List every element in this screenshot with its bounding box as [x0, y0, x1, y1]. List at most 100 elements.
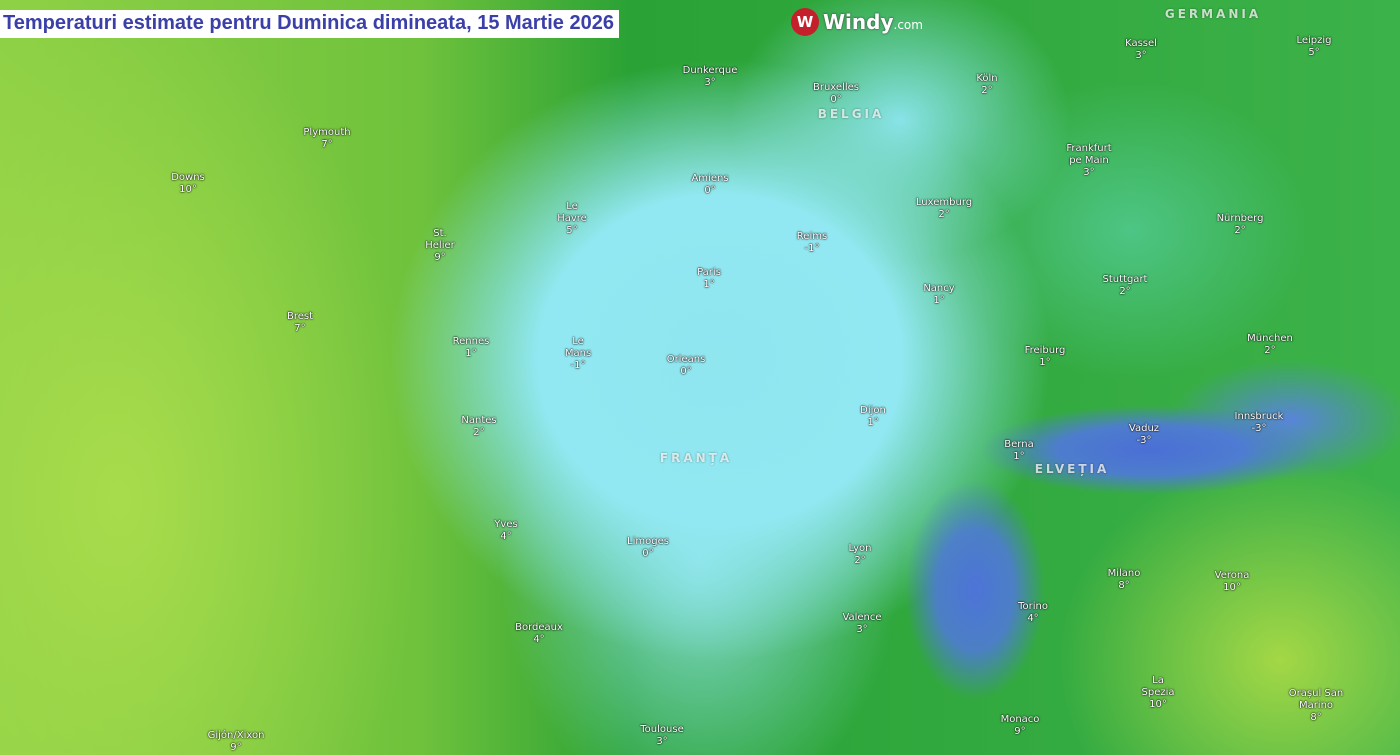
logo-suffix: .com [893, 18, 923, 32]
city-label[interactable]: Bordeaux 4° [515, 622, 563, 646]
city-temperature: 7° [321, 139, 333, 150]
city-name: Brest [286, 311, 314, 322]
city-label[interactable]: Berna 1° [1004, 439, 1033, 463]
city-label[interactable]: Kassel 3° [1125, 38, 1157, 62]
city-temperature: 2° [981, 85, 993, 96]
city-temperature: 4° [533, 634, 545, 645]
city-name: Bordeaux [515, 622, 563, 633]
city-name: Rennes [452, 336, 490, 347]
city-label[interactable]: Plymouth 7° [303, 127, 350, 151]
city-name: Köln [976, 73, 998, 84]
city-temperature: 0° [642, 548, 654, 559]
city-label[interactable]: Leipzig 5° [1296, 35, 1331, 59]
city-label[interactable]: Freiburg 1° [1025, 345, 1066, 369]
city-temperature: 8° [1310, 712, 1322, 723]
windy-logo-icon: W [791, 8, 819, 36]
city-name: Torino [1018, 601, 1048, 612]
city-label[interactable]: St. Helier 9° [425, 228, 455, 264]
city-label[interactable]: Torino 4° [1018, 601, 1048, 625]
country-label: BELGIA [817, 107, 885, 121]
city-label[interactable]: Nancy 1° [923, 283, 954, 307]
city-temperature: 1° [1013, 451, 1025, 462]
city-name: Frankfurt pe Main [1066, 143, 1112, 166]
city-temperature: 9° [1014, 726, 1026, 737]
city-temperature: 2° [1234, 225, 1246, 236]
city-label[interactable]: Lyon 2° [848, 543, 871, 567]
city-temperature: 2° [1119, 286, 1131, 297]
city-label[interactable]: Orașul San Marino 8° [1289, 688, 1343, 724]
city-temperature: 3° [656, 736, 668, 747]
city-name: Innsbruck [1234, 411, 1284, 422]
logo-text: Windy [823, 10, 894, 34]
city-label[interactable]: Nürnberg 2° [1217, 213, 1264, 237]
city-temperature: 8° [1118, 580, 1130, 591]
city-label[interactable]: München 2° [1247, 333, 1293, 357]
city-label[interactable]: Paris 1° [697, 267, 721, 291]
city-name: Freiburg [1024, 345, 1066, 356]
city-name: Verona [1214, 570, 1250, 581]
city-name: Luxemburg [915, 197, 973, 208]
city-temperature: 0° [830, 94, 842, 105]
city-temperature: 1° [867, 417, 879, 428]
city-label[interactable]: Toulouse 3° [640, 724, 683, 748]
city-label[interactable]: La Spezia 10° [1141, 675, 1174, 711]
city-temperature: 2° [938, 209, 950, 220]
city-label[interactable]: Vaduz -3° [1129, 423, 1159, 447]
city-temperature: 2° [473, 427, 485, 438]
city-label[interactable]: Verona 10° [1215, 570, 1250, 594]
city-temperature: -1° [570, 360, 586, 371]
city-label[interactable]: Downs 10° [171, 172, 205, 196]
city-label[interactable]: Dijon 1° [860, 405, 886, 429]
city-name: Yves [494, 519, 518, 530]
city-name: Limoges [627, 536, 669, 547]
city-label[interactable]: Stuttgart 2° [1103, 274, 1148, 298]
city-label[interactable]: Luxemburg 2° [916, 197, 972, 221]
city-label[interactable]: Orleans 0° [667, 354, 706, 378]
city-name: Reims [796, 231, 828, 242]
city-label[interactable]: Milano 8° [1108, 568, 1141, 592]
city-label[interactable]: Brest 7° [287, 311, 313, 335]
city-label[interactable]: Köln 2° [976, 73, 997, 97]
city-label[interactable]: Valence 3° [842, 612, 881, 636]
windy-logo: W Windy .com [791, 8, 923, 36]
city-label[interactable]: Innsbruck -3° [1235, 411, 1284, 435]
city-label[interactable]: Dunkerque 3° [683, 65, 738, 89]
city-label[interactable]: Rennes 1° [453, 336, 490, 360]
city-name: Orașul San Marino [1288, 688, 1344, 711]
city-label[interactable]: Reims -1° [797, 231, 827, 255]
city-temperature: -1° [804, 243, 820, 254]
city-name: Berna [1004, 439, 1034, 450]
city-label[interactable]: Gijón/Xixon 9° [208, 730, 265, 754]
city-name: Valence [842, 612, 882, 623]
city-label[interactable]: Le Mans -1° [565, 336, 591, 372]
city-temperature: 9° [434, 252, 446, 263]
city-temperature: 1° [933, 295, 945, 306]
city-label[interactable]: Limoges 0° [627, 536, 669, 560]
city-name: Milano [1107, 568, 1141, 579]
city-label[interactable]: Amiens 0° [691, 173, 728, 197]
city-label[interactable]: Yves 4° [494, 519, 517, 543]
city-name: Lyon [848, 543, 872, 554]
city-label[interactable]: Monaco 9° [1001, 714, 1040, 738]
city-name: Toulouse [640, 724, 684, 735]
city-name: München [1247, 333, 1293, 344]
city-name: Leipzig [1296, 35, 1332, 46]
city-label[interactable]: Frankfurt pe Main 3° [1066, 143, 1111, 179]
city-name: Stuttgart [1102, 274, 1148, 285]
city-name: Kassel [1125, 38, 1157, 49]
city-label[interactable]: Bruxelles 0° [813, 82, 859, 106]
city-temperature: 1° [703, 279, 715, 290]
city-name: Paris [697, 267, 721, 278]
city-name: Le Mans [564, 336, 592, 359]
city-name: Nancy [923, 283, 955, 294]
city-name: Le Havre [557, 201, 587, 224]
city-temperature: 1° [465, 348, 477, 359]
city-temperature: -3° [1251, 423, 1267, 434]
city-temperature: 2° [1264, 345, 1276, 356]
city-label[interactable]: Nantes 2° [461, 415, 496, 439]
city-temperature: 10° [1149, 699, 1167, 710]
country-label: GERMANIA [1164, 7, 1262, 21]
city-label[interactable]: Le Havre 5° [557, 201, 587, 237]
city-temperature: 0° [704, 185, 716, 196]
